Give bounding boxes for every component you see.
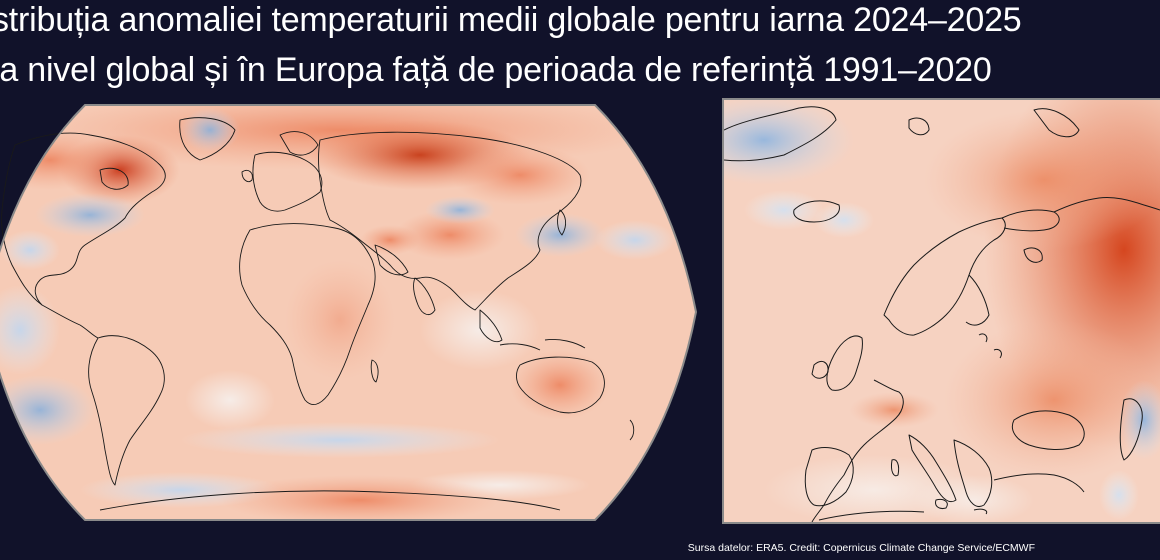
data-source-credit: Sursa datelor: ERA5. Credit: Copernicus … xyxy=(687,542,1035,554)
global-map-outline xyxy=(0,104,698,521)
global-coastlines xyxy=(1,117,635,511)
global-anomaly-field xyxy=(0,105,696,520)
title-line-2: la nivel global și în Europa față de per… xyxy=(0,51,992,89)
europe-coastlines xyxy=(724,106,1160,522)
global-anomaly-map xyxy=(0,104,698,521)
europe-anomaly-field xyxy=(724,100,1160,522)
title-line-1: stribuția anomaliei temperaturii medii g… xyxy=(0,1,1022,39)
europe-anomaly-map xyxy=(722,98,1160,524)
